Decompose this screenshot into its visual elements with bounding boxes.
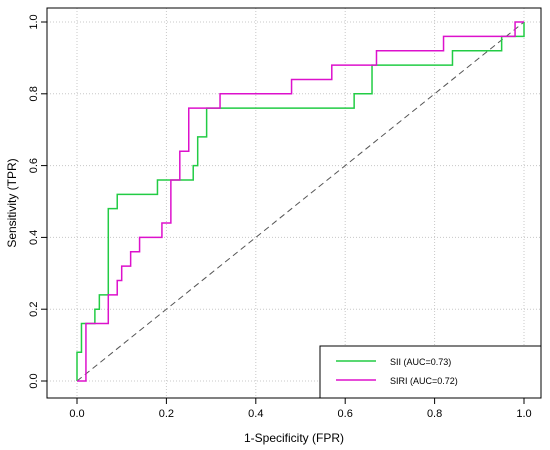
diagonal-reference-line — [76, 21, 525, 382]
y-axis-label: Sensitivity (TPR) — [5, 158, 19, 247]
x-tick-label: 0.8 — [427, 408, 442, 420]
legend-label: SII (AUC=0.73) — [390, 357, 451, 367]
x-tick-label: 0.2 — [159, 408, 174, 420]
series-line-1 — [76, 22, 525, 381]
y-tick-label: 0.8 — [28, 86, 40, 101]
y-tick-label: 0.2 — [28, 302, 40, 317]
y-tick-label: 0.6 — [28, 158, 40, 173]
grid-lines — [47, 8, 541, 398]
y-tick-label: 0.4 — [28, 230, 40, 245]
x-tick-label: 0.4 — [248, 408, 263, 420]
legend: SII (AUC=0.73) SIRI (AUC=0.72) — [319, 345, 542, 399]
legend-box — [319, 345, 542, 399]
y-axis: 0.0 0.2 0.4 0.6 0.8 1.0 — [28, 14, 47, 389]
series-line-2 — [77, 21, 524, 382]
y-tick-label: 0.0 — [28, 373, 40, 388]
x-tick-label: 1.0 — [516, 408, 531, 420]
x-tick-label: 0.0 — [69, 408, 84, 420]
x-axis: 0.0 0.2 0.4 0.6 0.8 1.0 — [69, 398, 532, 420]
legend-label: SIRI (AUC=0.72) — [390, 376, 458, 386]
x-tick-label: 0.6 — [338, 408, 353, 420]
plot-frame — [46, 7, 542, 399]
y-tick-label: 1.0 — [28, 14, 40, 29]
series-layer — [76, 21, 525, 382]
x-axis-label: 1-Specificity (FPR) — [244, 431, 344, 445]
